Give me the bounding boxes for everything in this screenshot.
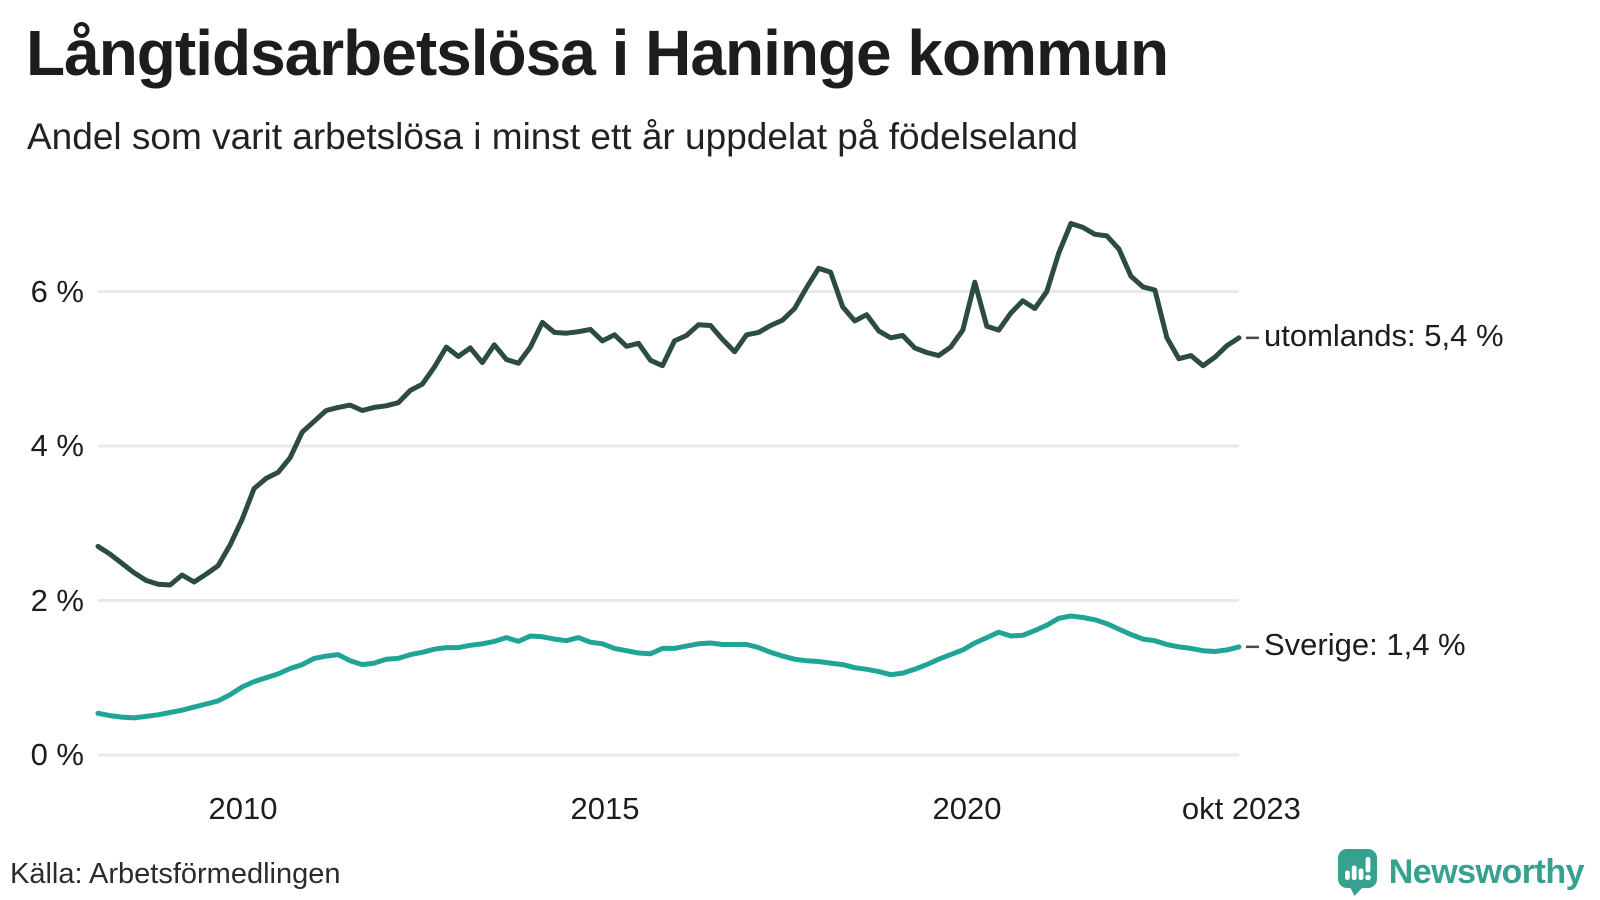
chart-subtitle: Andel som varit arbetslösa i minst ett å… — [27, 116, 1078, 157]
x-axis-tick-label: 2015 — [570, 791, 640, 826]
y-axis-tick-label: 0 % — [30, 737, 84, 772]
newsworthy-logo: Newsworthy — [1337, 848, 1585, 896]
series-line-sverige — [95, 613, 1242, 721]
series-end-label-utomlands: utomlands: 5,4 % — [1264, 317, 1504, 353]
newsworthy-icon — [1337, 849, 1377, 896]
x-axis-tick-label: okt 2023 — [1181, 791, 1301, 826]
chart-title: Långtidsarbetslösa i Haninge kommun — [26, 17, 1169, 89]
x-axis-tick-label: 2020 — [932, 791, 1002, 826]
source-note: Källa: Arbetsförmedlingen — [10, 858, 341, 890]
series-line-utomlands — [95, 221, 1242, 588]
y-axis-tick-label: 2 % — [30, 582, 84, 618]
y-axis-tick-label: 4 % — [30, 428, 84, 463]
y-axis-tick-label: 6 % — [30, 273, 84, 309]
x-axis-tick-label: 2010 — [208, 791, 278, 826]
newsworthy-wordmark: Newsworthy — [1388, 852, 1585, 891]
series-end-label-sverige: Sverige: 1,4 % — [1264, 626, 1466, 662]
